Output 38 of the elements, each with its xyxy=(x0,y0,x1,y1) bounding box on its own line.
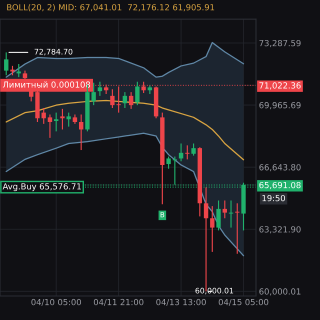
candlestick xyxy=(222,200,227,219)
ref-line-label: Avg.Buy 65,576.71 xyxy=(2,183,81,192)
x-tick-label: 04/15 05:00 xyxy=(218,298,268,306)
candlestick xyxy=(178,142,184,162)
candlestick xyxy=(60,108,65,130)
candlestick xyxy=(72,114,78,124)
candlestick xyxy=(78,114,84,151)
candlestick xyxy=(66,112,71,128)
candlestick xyxy=(216,200,221,231)
candlestick xyxy=(135,81,140,106)
candlestick xyxy=(122,92,128,109)
y-tick-label: 65,691.08 xyxy=(259,182,301,190)
y-tick-label: 73,287.59 xyxy=(259,40,301,48)
candlestick xyxy=(10,65,15,76)
text: 19:50 xyxy=(262,194,286,202)
chart-title: BOLL(20, 2) MID: 67,041.01 72,176.12 61,905.91 xyxy=(7,4,214,12)
candlestick xyxy=(185,144,190,160)
y-tick-label: 71,022.36 xyxy=(259,82,301,90)
candlestick xyxy=(91,82,96,106)
candlestick xyxy=(98,81,102,96)
candlestick xyxy=(210,206,214,252)
x-tick-label: 04/11 21:00 xyxy=(94,298,144,306)
ref-line-label: Лимитный 0.000108 xyxy=(2,81,90,88)
x-tick-label: 04/13 13:00 xyxy=(156,298,206,306)
candlestick xyxy=(228,200,234,228)
candlestick xyxy=(4,52,8,76)
candlestick xyxy=(42,107,46,124)
candlestick xyxy=(16,64,21,78)
y-tick-label: 69,965.69 xyxy=(259,102,301,110)
candlestick xyxy=(110,88,115,109)
candlestick xyxy=(191,142,196,156)
y-tick-label: 60,000.01 xyxy=(259,288,300,296)
y-tick-label: 66,643.80 xyxy=(259,164,301,172)
candlestick xyxy=(54,112,58,132)
candlestick xyxy=(235,202,240,254)
y-tick-label: 63,321.90 xyxy=(259,226,301,234)
x-tick-label: 04/10 05:00 xyxy=(31,298,81,306)
candlestick xyxy=(128,92,134,110)
